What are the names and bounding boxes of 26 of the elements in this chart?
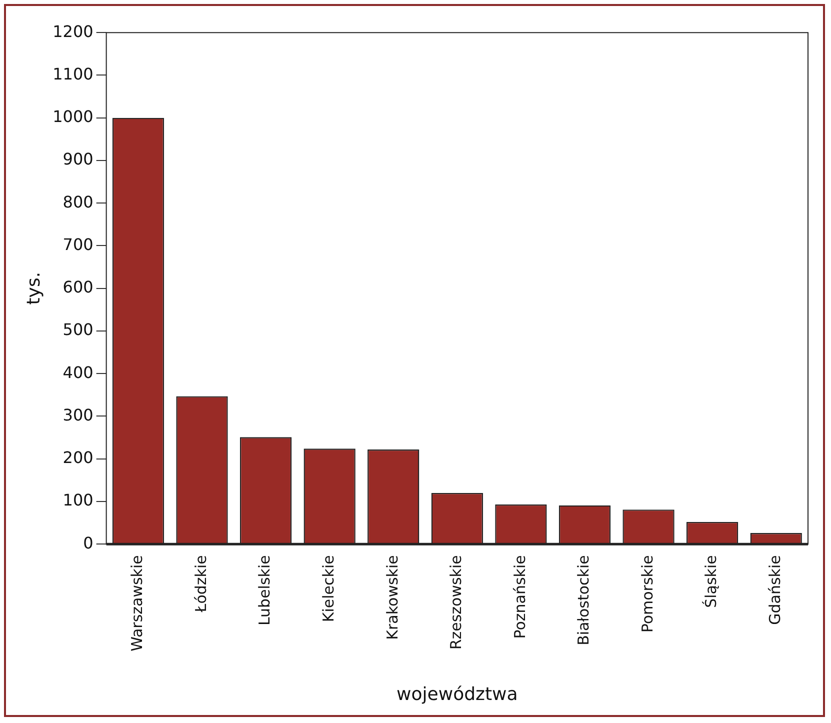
x-tick-label: Łódzkie bbox=[192, 555, 210, 614]
x-tick-label: Rzeszowskie bbox=[447, 555, 466, 650]
y-tick-label: 1100 bbox=[52, 64, 94, 84]
x-tick-label: Lubelskie bbox=[256, 555, 274, 626]
x-tick-label: Śląskie bbox=[702, 555, 720, 608]
y-tick-label: 500 bbox=[62, 320, 94, 340]
x-tick-label: Warszawskie bbox=[128, 555, 146, 652]
y-tick-label: 100 bbox=[62, 490, 94, 510]
x-tick-label: Pomorskie bbox=[638, 555, 656, 633]
x-tick-label: Gdańskie bbox=[766, 555, 784, 625]
y-tick-label: 400 bbox=[62, 362, 94, 382]
y-tick-label: 700 bbox=[62, 234, 94, 254]
y-tick-label: 800 bbox=[62, 192, 94, 212]
y-tick-label: 1200 bbox=[52, 22, 94, 41]
x-axis-title: województwa bbox=[396, 684, 518, 705]
y-tick-label: 600 bbox=[62, 278, 94, 297]
y-tick-label: 1000 bbox=[52, 107, 94, 126]
y-tick-label: 200 bbox=[62, 448, 94, 468]
y-tick-label: 0 bbox=[83, 533, 94, 552]
x-tick-label: Krakowskie bbox=[383, 555, 402, 640]
x-tick-label: Kieleckie bbox=[319, 555, 338, 622]
y-tick-label: 300 bbox=[62, 405, 94, 424]
y-axis-title: tys. bbox=[23, 272, 44, 305]
x-tick-label: Poznańskie bbox=[510, 555, 529, 639]
x-tick-label: Białostockie bbox=[574, 555, 593, 646]
y-tick-label: 900 bbox=[62, 150, 94, 169]
